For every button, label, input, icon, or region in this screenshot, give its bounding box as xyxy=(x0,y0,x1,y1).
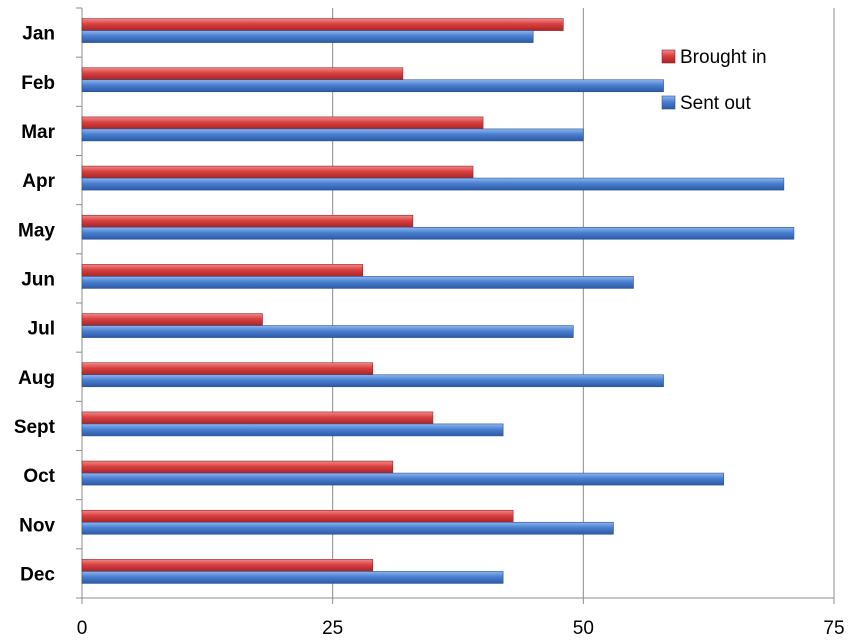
bar-sent-out-apr xyxy=(81,177,785,191)
legend-label: Brought in xyxy=(680,47,767,68)
bar-brought-in-sept xyxy=(81,411,434,425)
bar-sent-out-jun xyxy=(81,276,634,289)
bar-sent-out-sept xyxy=(81,423,504,437)
bar-sent-out-nov xyxy=(81,521,614,535)
bar-brought-in-mar xyxy=(81,116,484,130)
bar-sent-out-jul xyxy=(81,325,574,338)
bar-brought-in-apr xyxy=(81,165,474,179)
bar-brought-in-aug xyxy=(81,362,374,376)
bar-brought-in-jun xyxy=(81,264,364,277)
bar-sent-out-jan xyxy=(81,30,534,43)
category-labels: Jan Feb Mar Apr May Jun Jul Aug Sept Oct Nov Dec xyxy=(14,24,56,586)
x-tick-labels: 0 25 50 75 xyxy=(77,618,845,639)
axes xyxy=(76,7,835,604)
bar-brought-in-jan xyxy=(81,18,564,31)
x-tick-label: 0 xyxy=(77,618,88,639)
category-label: Oct xyxy=(23,466,55,487)
legend-swatch-sent-out xyxy=(661,95,676,110)
bar-sent-out-oct xyxy=(81,472,725,486)
bars xyxy=(81,18,795,584)
gridlines xyxy=(332,8,835,598)
bar-brought-in-dec xyxy=(81,559,374,572)
x-tick-label: 75 xyxy=(823,618,844,639)
bar-sent-out-feb xyxy=(81,79,664,93)
bar-sent-out-mar xyxy=(81,128,584,142)
legend: Brought in Sent out xyxy=(661,47,767,114)
category-label: Jun xyxy=(21,269,55,290)
category-label: Jan xyxy=(22,24,55,45)
x-tick-label: 25 xyxy=(322,618,343,639)
bar-sent-out-dec xyxy=(81,571,504,584)
bar-sent-out-may xyxy=(81,226,795,240)
bar-brought-in-nov xyxy=(81,509,514,523)
category-label: Jul xyxy=(28,319,55,340)
legend-swatch-brought-in xyxy=(661,49,676,64)
category-label: Nov xyxy=(19,515,55,536)
bar-brought-in-may xyxy=(81,214,414,228)
category-label: Sept xyxy=(14,417,56,438)
legend-label: Sent out xyxy=(680,93,751,114)
bar-sent-out-aug xyxy=(81,374,664,388)
category-label: Aug xyxy=(18,368,55,389)
category-label: Dec xyxy=(20,564,55,585)
category-label: May xyxy=(18,220,55,241)
bar-brought-in-feb xyxy=(81,67,404,81)
category-label: Feb xyxy=(21,73,55,94)
category-label: Apr xyxy=(22,171,55,192)
bar-brought-in-jul xyxy=(81,313,263,326)
bar-brought-in-oct xyxy=(81,460,394,474)
category-label: Mar xyxy=(21,122,55,143)
x-tick-label: 50 xyxy=(573,618,594,639)
